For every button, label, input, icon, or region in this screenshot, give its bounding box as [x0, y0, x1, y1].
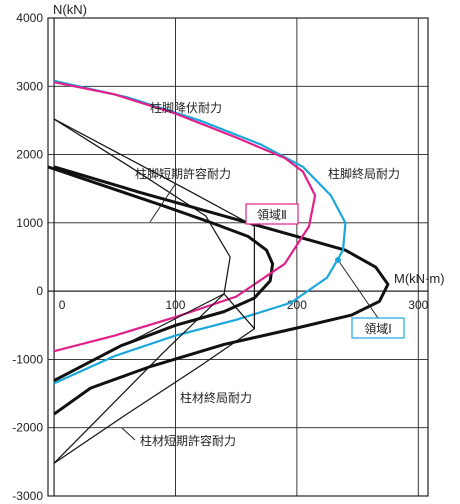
y-axis-label: N(kN) [53, 2, 87, 17]
region1-box [351, 317, 405, 339]
y-tick-label: 1000 [16, 216, 43, 230]
series-line-1 [53, 79, 347, 385]
x-tick-label: 300 [408, 298, 428, 312]
y-tick-label: -3000 [12, 489, 43, 503]
leader-member-short [121, 427, 136, 441]
y-tick-label: 3000 [16, 79, 43, 93]
y-tick-label: -2000 [12, 421, 43, 435]
series-line-3 [53, 81, 317, 353]
y-tick-label: 4000 [16, 11, 43, 25]
x-tick-label: 100 [165, 298, 185, 312]
y-tick-label: 2000 [16, 148, 43, 162]
series-line-4 [53, 118, 255, 382]
label-member-short: 柱材短期許容耐力 [140, 433, 236, 448]
label-yield: 柱脚降伏耐力 [150, 100, 222, 115]
grid [47, 17, 429, 497]
y-tick-label: -1000 [12, 352, 43, 366]
series-group [47, 79, 390, 464]
y-tick-label: 0 [36, 284, 43, 298]
series-line-6 [53, 328, 255, 464]
series-line-0 [53, 165, 390, 416]
x-tick-label: 200 [287, 298, 307, 312]
leader-short-allow [149, 182, 177, 223]
label-region1: 領域Ⅰ [364, 321, 392, 336]
label-ultimate: 柱脚終局耐力 [328, 166, 400, 181]
leader-region1 [337, 259, 379, 319]
axes: 4000 3000 2000 1000 0 -1000 -2000 -3000 0 100 200 3… [12, 2, 444, 503]
x-axis-label: M(kN·m) [394, 271, 445, 286]
region2-box [245, 203, 299, 225]
series-line-5 [53, 118, 231, 464]
plot-frame [47, 17, 429, 497]
series-line-2 [47, 165, 275, 382]
label-member-ult: 柱材終局耐力 [180, 390, 252, 405]
region1-marker [335, 257, 341, 263]
x-tick-label: 0 [59, 298, 66, 312]
label-region2: 領域Ⅱ [257, 207, 287, 222]
label-short-allow: 柱脚短期許容耐力 [135, 166, 231, 181]
